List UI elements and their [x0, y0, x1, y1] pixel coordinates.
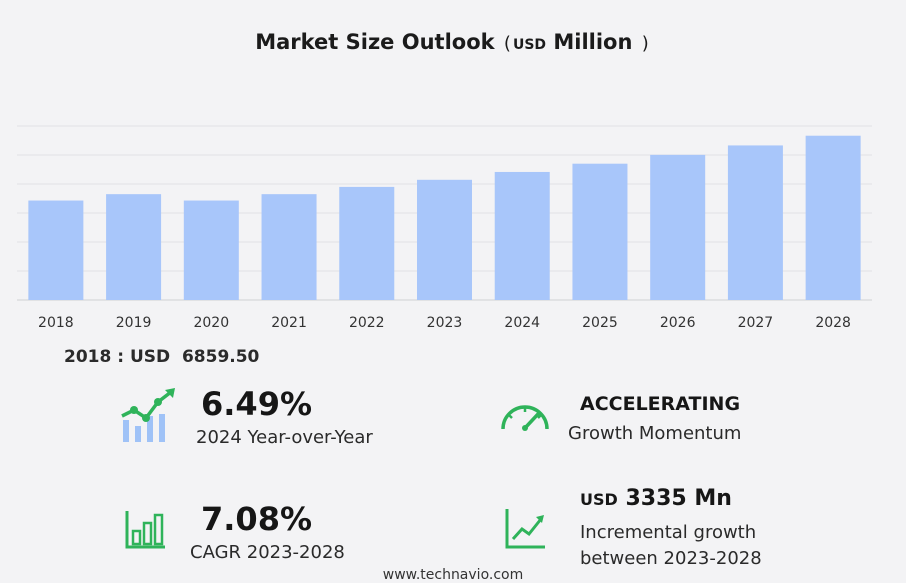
bar-2027	[727, 145, 783, 300]
bar-2018	[28, 200, 84, 300]
bar-2020	[183, 200, 239, 300]
base-year-label: 2018 : USD	[64, 347, 171, 367]
incremental-value: USD 3335 Mn	[580, 486, 732, 511]
momentum-value: ACCELERATING	[580, 393, 741, 415]
bar-2022	[339, 186, 395, 300]
x-tick-label-2019: 2019	[116, 315, 152, 331]
incremental-amount: 3335 Mn	[625, 486, 732, 511]
x-tick-label-2024: 2024	[504, 315, 540, 331]
bar-chart: 2018 2019 2020 2021 2022 2023 2024 2025 2026 2027…	[17, 125, 872, 331]
x-tick-label-2027: 2027	[738, 315, 774, 331]
x-tick-label-2021: 2021	[271, 315, 307, 331]
x-tick-label-2020: 2020	[193, 315, 229, 331]
bar-2028	[805, 135, 861, 300]
x-tick-label-2025: 2025	[582, 315, 618, 331]
title-unit-word: Million	[553, 30, 633, 54]
x-tick-label-2026: 2026	[660, 315, 696, 331]
bar-2019	[106, 194, 162, 300]
yoy-caption: 2024 Year-over-Year	[196, 427, 373, 448]
incremental-caption: Incremental growth between 2023-2028	[580, 520, 762, 572]
title-main: Market Size Outlook	[255, 30, 495, 54]
line-growth-icon	[505, 509, 545, 549]
momentum-caption: Growth Momentum	[568, 423, 742, 444]
source-footer: www.technavio.com	[382, 567, 524, 583]
x-tick-label-2018: 2018	[38, 315, 74, 331]
bar-chart-icon	[125, 511, 165, 549]
x-tick-label-2023: 2023	[427, 315, 463, 331]
chart-title: Market Size Outlook (USD Million )	[0, 30, 906, 54]
growth-trend-icon	[121, 388, 175, 442]
title-unit-prefix: USD	[512, 37, 547, 53]
bar-2026	[650, 154, 706, 300]
cagr-value: 7.08%	[201, 500, 313, 538]
incremental-prefix: USD	[580, 490, 618, 509]
yoy-value: 6.49%	[201, 385, 313, 423]
x-tick-label-2022: 2022	[349, 315, 385, 331]
title-close-paren: )	[641, 33, 649, 54]
incremental-caption-line2: between 2023-2028	[580, 548, 762, 569]
title-open-paren: (	[503, 33, 511, 54]
x-tick-label-2028: 2028	[815, 315, 851, 331]
bar-2023	[417, 179, 472, 300]
speedometer-icon	[501, 405, 549, 431]
cagr-caption: CAGR 2023-2028	[190, 542, 345, 563]
base-year-amount: 6859.50	[181, 347, 260, 367]
incremental-caption-line1: Incremental growth	[580, 522, 757, 543]
bar-2025	[572, 163, 628, 300]
bar-2024	[494, 171, 550, 300]
bar-2021	[261, 194, 317, 300]
base-year-value: 2018 : USD 6859.50	[64, 347, 259, 367]
